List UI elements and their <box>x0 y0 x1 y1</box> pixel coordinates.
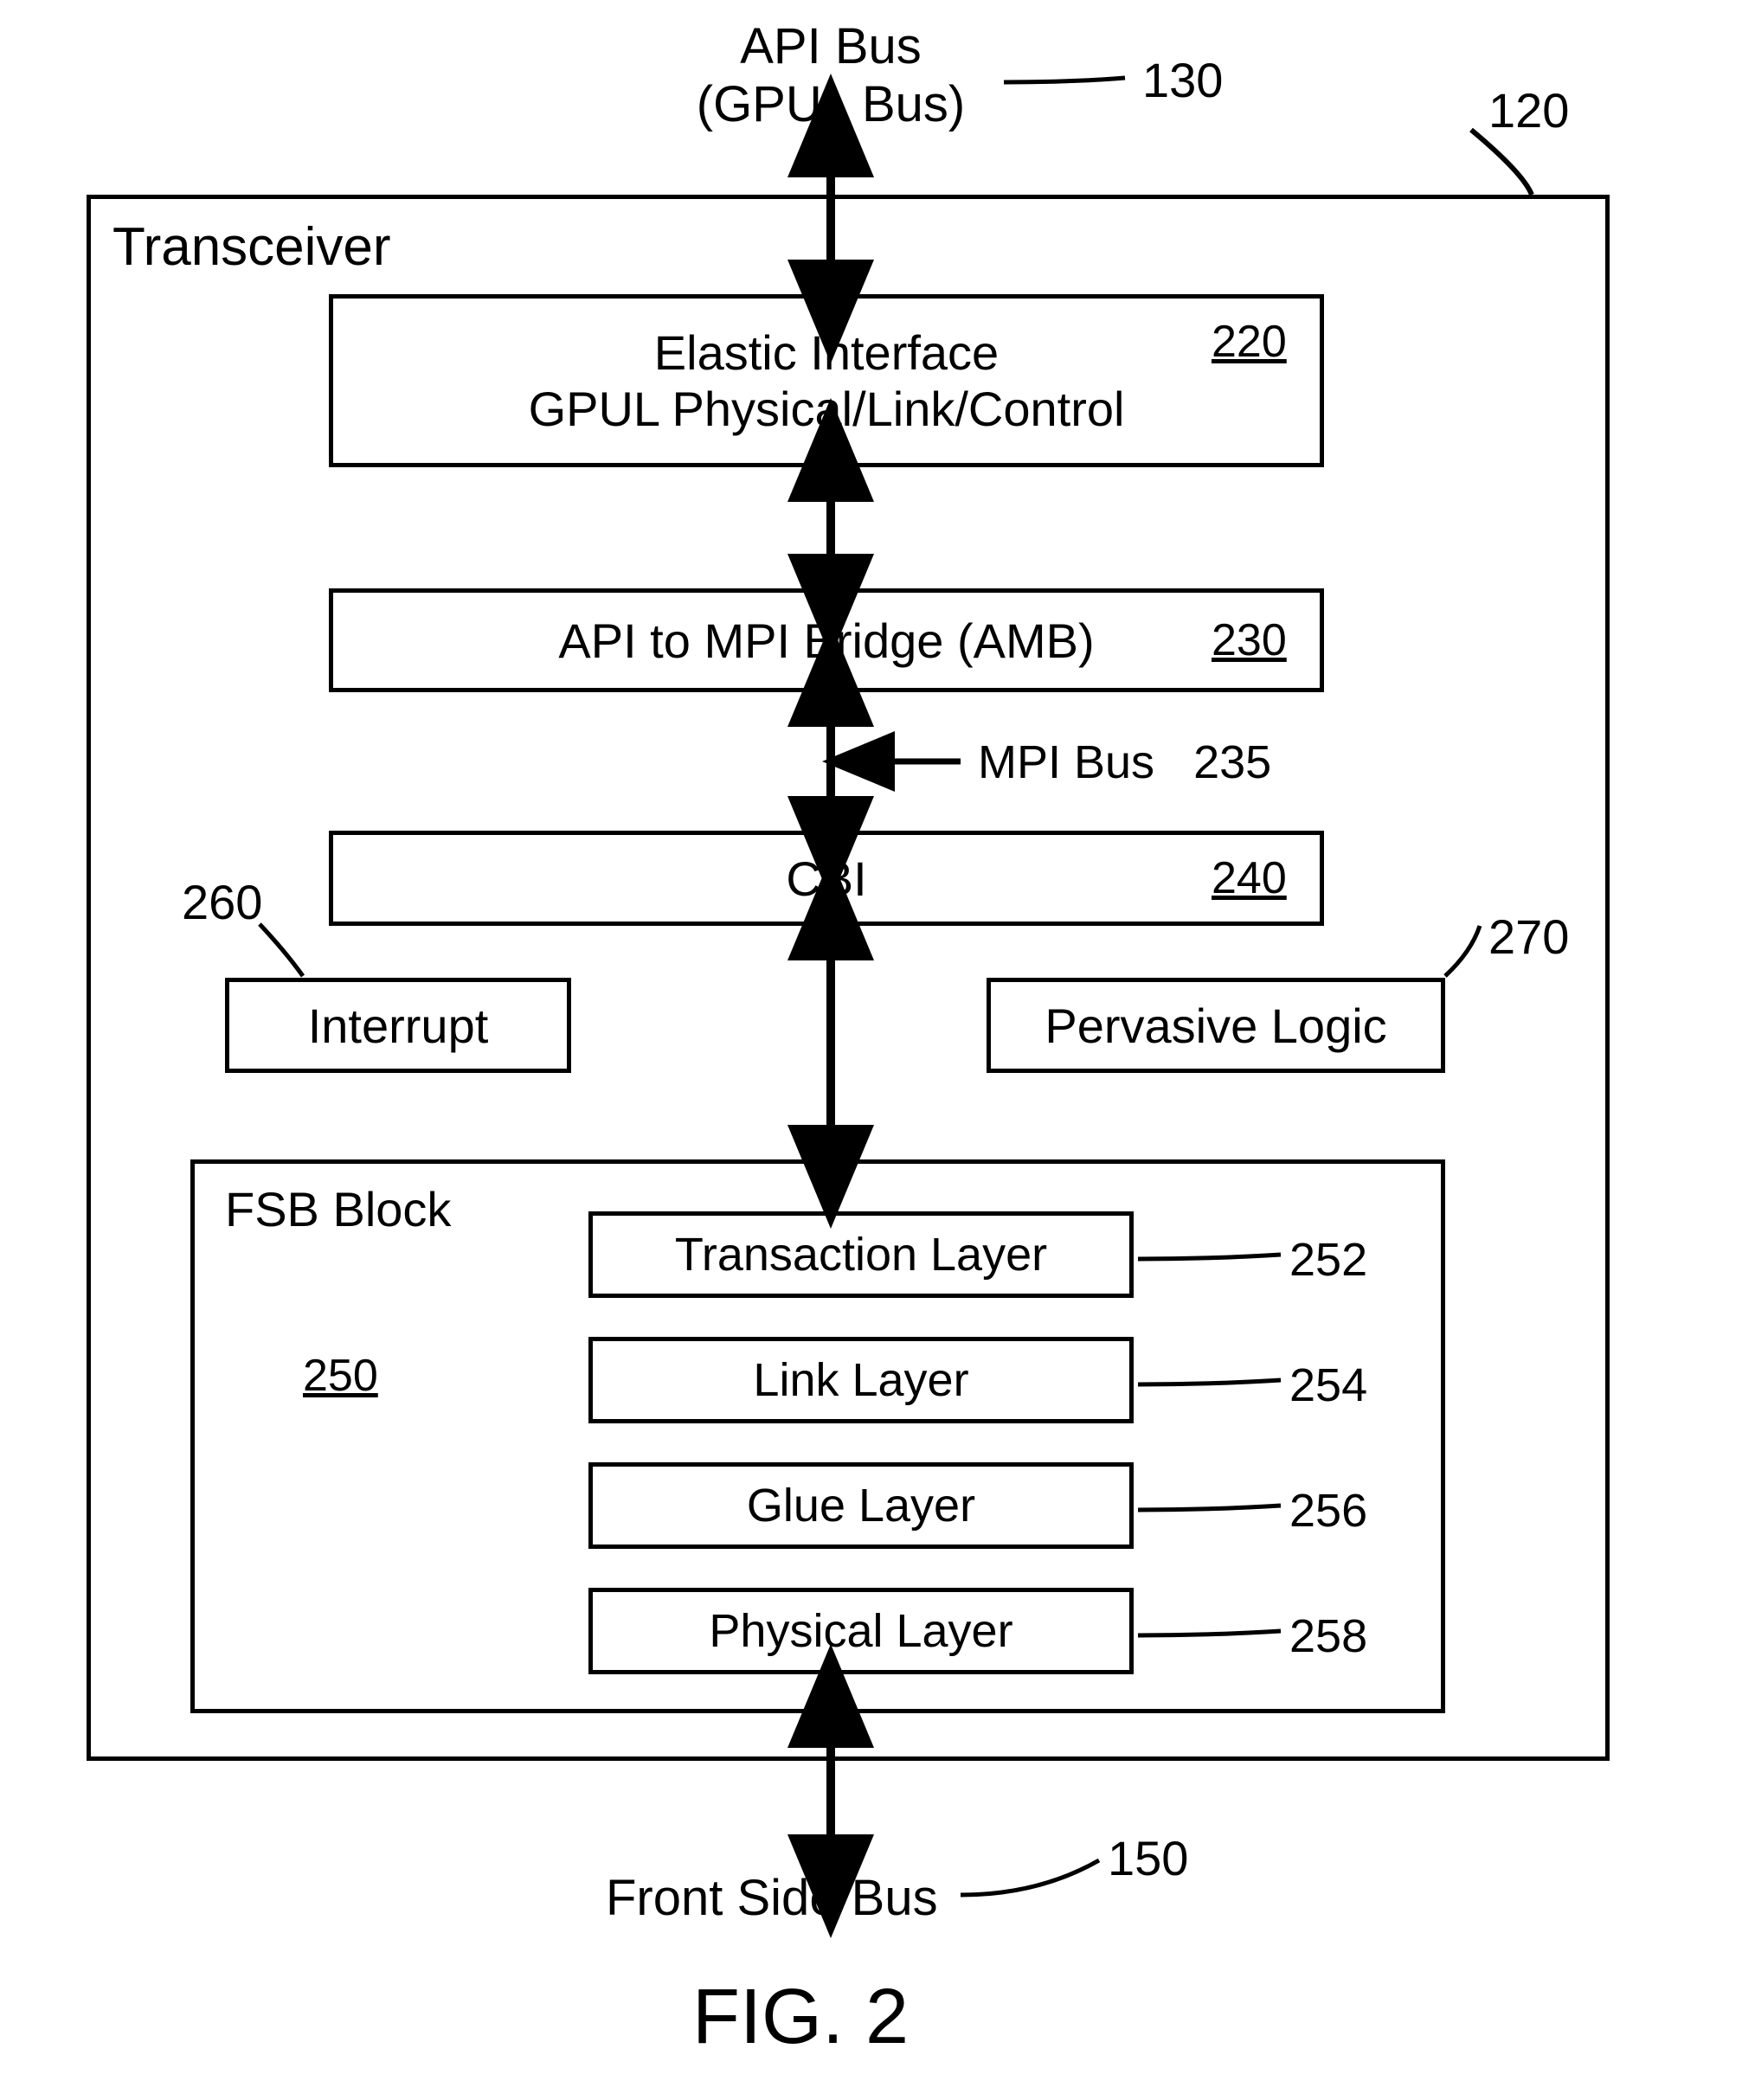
cbi-label: CBI <box>786 851 866 907</box>
physical-layer-box: Physical Layer <box>588 1588 1134 1674</box>
pervasive-label: Pervasive Logic <box>1045 998 1386 1054</box>
pervasive-ref: 270 <box>1488 909 1569 965</box>
amb-box: API to MPI Bridge (AMB) <box>329 588 1324 692</box>
cbi-ref: 240 <box>1212 852 1287 904</box>
elastic-interface-line1: Elastic Interface <box>654 324 999 381</box>
transaction-layer-ref: 252 <box>1289 1233 1367 1287</box>
api-bus-line2: (GPUL Bus) <box>658 75 1004 133</box>
mpi-bus-text: MPI Bus <box>978 736 1154 788</box>
elastic-interface-box: Elastic Interface GPUL Physical/Link/Con… <box>329 294 1324 467</box>
interrupt-label: Interrupt <box>308 998 489 1054</box>
pervasive-box: Pervasive Logic <box>987 978 1445 1073</box>
transceiver-ref: 120 <box>1488 82 1569 138</box>
link-layer-label: Link Layer <box>753 1353 968 1407</box>
link-layer-box: Link Layer <box>588 1337 1134 1423</box>
amb-ref: 230 <box>1212 614 1287 666</box>
cbi-box: CBI <box>329 831 1324 926</box>
api-bus-ref: 130 <box>1142 52 1223 108</box>
link-layer-ref: 254 <box>1289 1358 1367 1412</box>
physical-layer-label: Physical Layer <box>709 1604 1012 1658</box>
figure-label: FIG. 2 <box>692 1973 909 2062</box>
interrupt-ref: 260 <box>182 874 262 930</box>
diagram-canvas: API Bus (GPUL Bus) 130 120 Transceiver E… <box>0 0 1742 2100</box>
elastic-interface-ref: 220 <box>1212 316 1287 368</box>
glue-layer-ref: 256 <box>1289 1484 1367 1538</box>
transceiver-label: Transceiver <box>112 216 391 278</box>
mpi-bus-ref: 235 <box>1193 736 1271 788</box>
elastic-interface-line2: GPUL Physical/Link/Control <box>529 381 1125 437</box>
front-side-bus-label: Front Side Bus <box>606 1869 938 1927</box>
interrupt-box: Interrupt <box>225 978 571 1073</box>
transaction-layer-box: Transaction Layer <box>588 1211 1134 1298</box>
api-bus-line1: API Bus <box>658 17 1004 75</box>
front-side-bus-ref: 150 <box>1108 1830 1188 1886</box>
physical-layer-ref: 258 <box>1289 1609 1367 1663</box>
fsb-block-ref: 250 <box>303 1350 378 1402</box>
fsb-block-label: FSB Block <box>225 1181 451 1237</box>
glue-layer-box: Glue Layer <box>588 1462 1134 1549</box>
amb-label: API to MPI Bridge (AMB) <box>558 613 1094 669</box>
mpi-bus-label: MPI Bus 235 <box>978 735 1271 789</box>
api-bus-label: API Bus (GPUL Bus) <box>658 17 1004 133</box>
transaction-layer-label: Transaction Layer <box>675 1228 1047 1281</box>
glue-layer-label: Glue Layer <box>747 1479 975 1532</box>
